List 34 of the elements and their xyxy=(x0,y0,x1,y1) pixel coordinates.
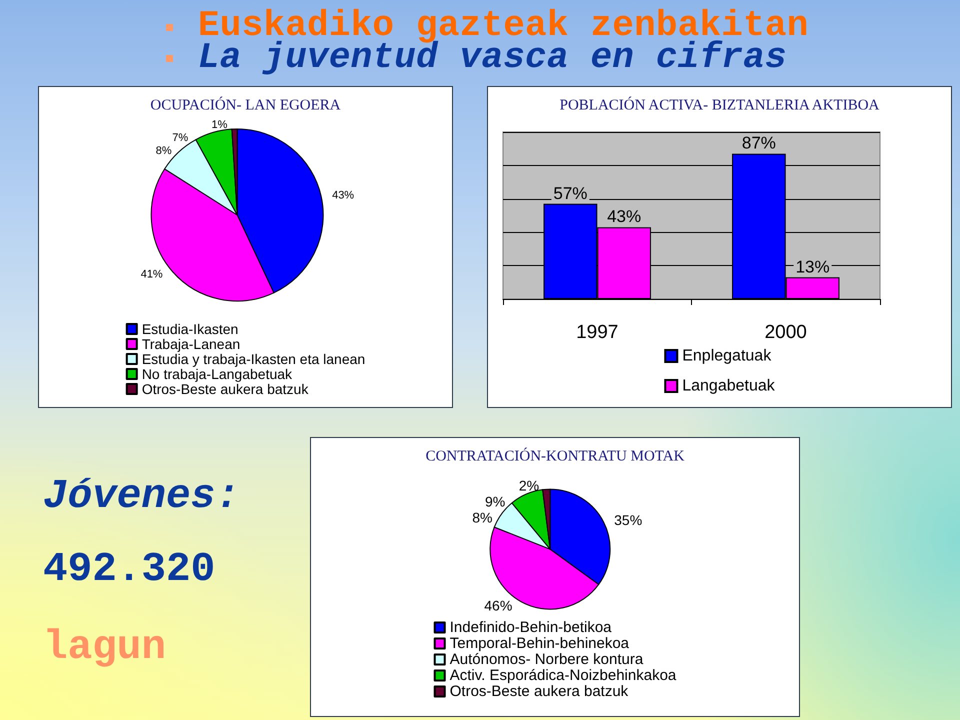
data-label: 87% xyxy=(742,134,776,153)
text: 492.320 xyxy=(43,547,216,593)
data-label: 1% xyxy=(212,119,228,132)
data-label: 8% xyxy=(156,145,172,158)
x-tick-label: 1997 xyxy=(576,322,618,343)
chart-title: CONTRATACIÓN-KONTRATU MOTAK xyxy=(426,448,685,464)
text: lagun xyxy=(43,625,166,671)
data-label: 13% xyxy=(796,257,830,276)
data-label: 7% xyxy=(172,132,188,144)
legend-label: Indefinido-Behin-betikoa xyxy=(450,619,612,636)
legend-label: Trabaja-Lanean xyxy=(142,336,240,352)
data-label: 2% xyxy=(518,477,540,494)
data-label: 35% xyxy=(614,512,642,528)
legend-label: Temporal-Behin-behinekoa xyxy=(450,635,630,652)
data-label: 43% xyxy=(607,207,642,226)
legend-label: Estudia y trabaja-Ikasten eta lanean xyxy=(142,351,366,367)
chart-title: OCUPACIÓN- LAN EGOERA xyxy=(150,96,341,114)
legend-label: Enplegatuak xyxy=(682,348,772,364)
data-label: 8% xyxy=(472,509,492,526)
legend-label: No trabaja-Langabetuak xyxy=(142,366,294,382)
data-label: 43% xyxy=(332,189,354,202)
legend-label: Activ. Esporádica-Noizbehinkakoa xyxy=(450,667,677,684)
legend-label: Otros-Beste aukera batzuk xyxy=(142,381,310,397)
legend-label: Langabetuak xyxy=(682,378,776,394)
legend-label: Estudia-Ikasten xyxy=(142,321,238,337)
data-label: 46% xyxy=(484,597,512,614)
chart-title: POBLACIÓN ACTIVA- BIZTANLERIA AKTIBOA xyxy=(560,96,880,114)
legend-label: Otros-Beste aukera batzuk xyxy=(450,683,629,700)
data-label: 9% xyxy=(484,493,506,510)
text: Jóvenes: xyxy=(43,474,240,520)
x-tick-label: 2000 xyxy=(764,322,807,343)
legend-label: Autónomos- Norbere kontura xyxy=(450,651,644,668)
data-label: 41% xyxy=(140,268,163,281)
data-label: 57% xyxy=(553,184,588,203)
